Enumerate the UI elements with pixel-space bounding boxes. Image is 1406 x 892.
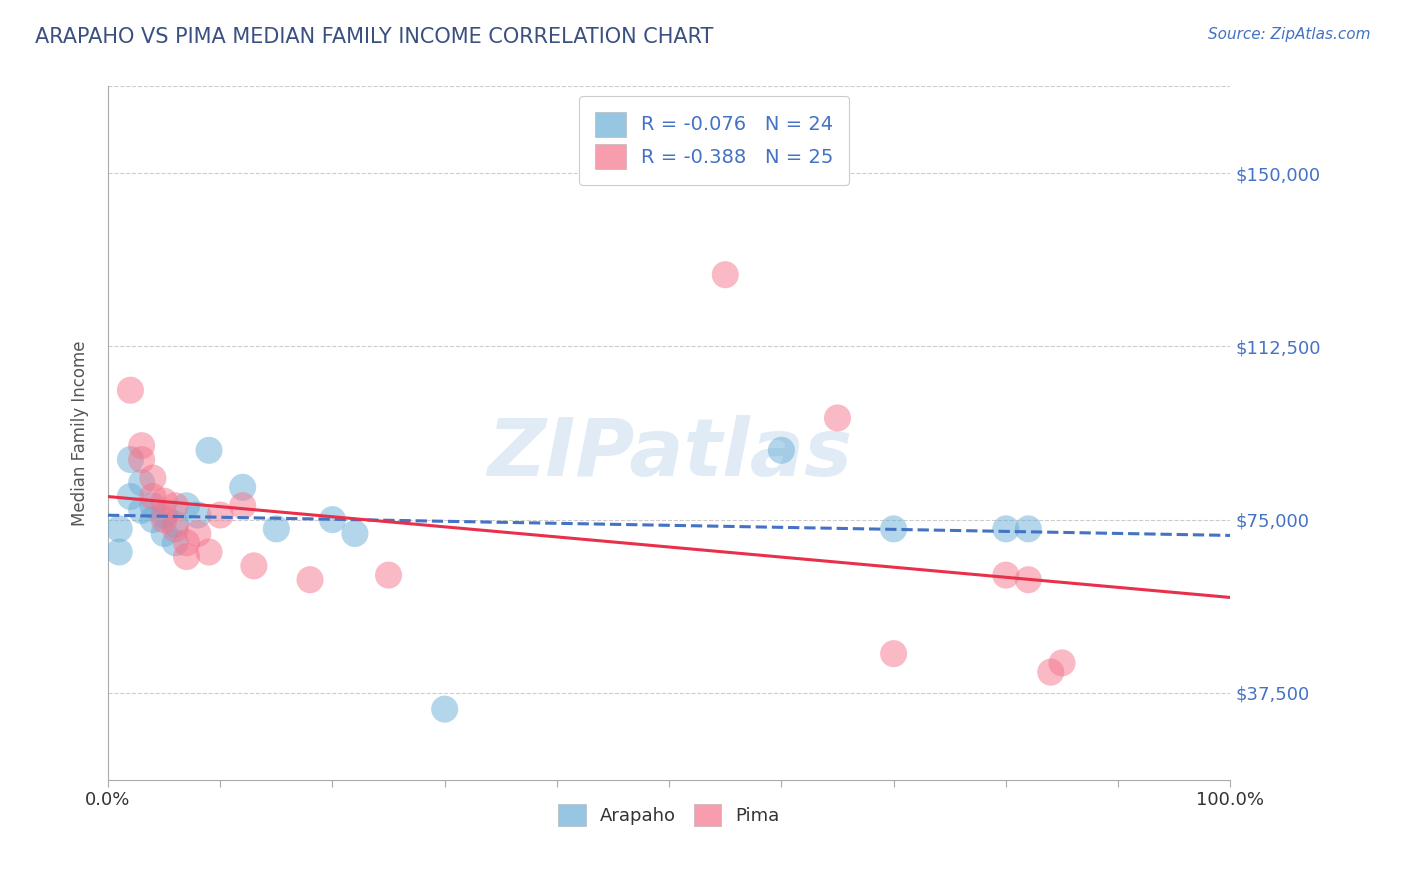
Point xyxy=(153,494,176,508)
Point xyxy=(198,545,221,559)
Point xyxy=(827,411,849,425)
Point xyxy=(994,522,1017,536)
Point xyxy=(232,499,254,513)
Point xyxy=(176,499,198,513)
Y-axis label: Median Family Income: Median Family Income xyxy=(72,340,89,525)
Point xyxy=(994,568,1017,582)
Point xyxy=(108,522,131,536)
Point xyxy=(131,475,153,490)
Point xyxy=(883,647,905,661)
Point xyxy=(770,443,793,458)
Point xyxy=(232,480,254,494)
Point xyxy=(209,508,232,522)
Point xyxy=(131,439,153,453)
Point xyxy=(187,526,209,541)
Point xyxy=(142,499,165,513)
Text: Source: ZipAtlas.com: Source: ZipAtlas.com xyxy=(1208,27,1371,42)
Point xyxy=(120,383,142,397)
Point xyxy=(131,503,153,517)
Point xyxy=(108,545,131,559)
Point xyxy=(377,568,399,582)
Legend: Arapaho, Pima: Arapaho, Pima xyxy=(551,797,787,833)
Point xyxy=(321,513,343,527)
Point xyxy=(142,471,165,485)
Point xyxy=(1039,665,1062,680)
Text: ARAPAHO VS PIMA MEDIAN FAMILY INCOME CORRELATION CHART: ARAPAHO VS PIMA MEDIAN FAMILY INCOME COR… xyxy=(35,27,713,46)
Point xyxy=(176,549,198,564)
Point xyxy=(120,452,142,467)
Point xyxy=(1017,573,1039,587)
Point xyxy=(165,522,187,536)
Point xyxy=(187,508,209,522)
Point xyxy=(153,508,176,522)
Point xyxy=(142,513,165,527)
Point xyxy=(433,702,456,716)
Point xyxy=(343,526,366,541)
Point xyxy=(165,535,187,549)
Point xyxy=(153,513,176,527)
Point xyxy=(165,499,187,513)
Point xyxy=(153,526,176,541)
Point xyxy=(142,490,165,504)
Point xyxy=(176,535,198,549)
Point xyxy=(1050,656,1073,670)
Point xyxy=(1017,522,1039,536)
Point xyxy=(298,573,321,587)
Text: ZIPatlas: ZIPatlas xyxy=(486,415,852,492)
Point xyxy=(266,522,288,536)
Point xyxy=(714,268,737,282)
Point xyxy=(883,522,905,536)
Point xyxy=(165,517,187,532)
Point xyxy=(198,443,221,458)
Point xyxy=(243,558,266,573)
Point xyxy=(120,490,142,504)
Point xyxy=(131,452,153,467)
